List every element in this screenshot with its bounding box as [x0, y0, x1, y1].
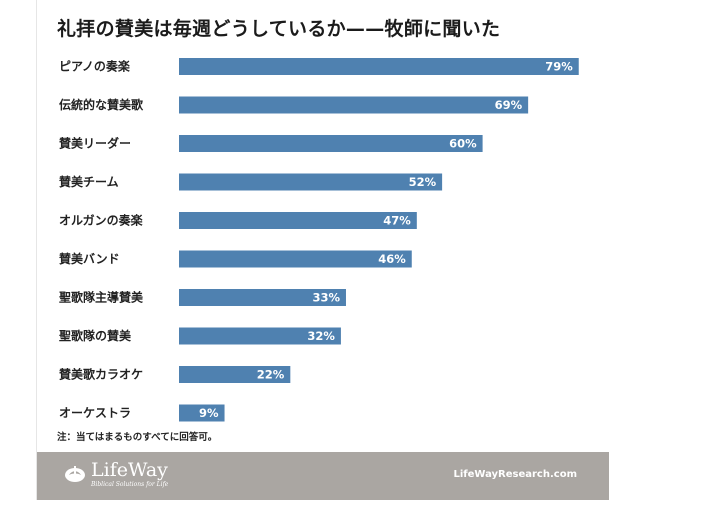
bar [179, 289, 346, 306]
value-label: 69% [495, 98, 523, 112]
bar [179, 327, 341, 345]
chart-title: 礼拝の賛美は毎週どうしているか——牧師に聞いた [57, 18, 501, 40]
bar [179, 96, 529, 114]
category-label: 賛美バンド [59, 251, 120, 266]
chart-note: 注：当てはまるものすべてに回答可。 [57, 432, 218, 443]
value-label: 79% [545, 60, 573, 74]
category-label: 伝統的な賛美歌 [59, 97, 144, 112]
value-label: 9% [199, 406, 219, 420]
value-label: 46% [378, 252, 406, 266]
category-label: ピアノの奏楽 [59, 59, 131, 74]
logo-name: LifeWay [91, 459, 168, 481]
bar [179, 135, 483, 152]
site-url[interactable]: LifeWayResearch.com [453, 469, 577, 480]
category-label: オーケストラ [59, 406, 131, 420]
bar [179, 366, 291, 383]
value-label: 32% [307, 329, 335, 343]
category-label: 聖歌隊の賛美 [59, 328, 132, 343]
value-label: 33% [312, 291, 340, 305]
category-label: オルガンの奏楽 [59, 213, 144, 228]
value-label: 22% [257, 368, 285, 382]
chart-card: 礼拝の賛美は毎週どうしているか——牧師に聞いた ピアノの奏楽 79% 伝統的な賛美歌… [36, 0, 609, 500]
category-label: 賛美リーダー [59, 136, 131, 151]
bar [179, 404, 225, 422]
category-label: 聖歌隊主導賛美 [59, 290, 144, 305]
category-label: 賛美歌カラオケ [59, 367, 143, 382]
logo-tagline: Biblical Solutions for Life [91, 481, 169, 488]
bar [179, 212, 417, 229]
bar [179, 250, 412, 268]
lifeway-logo-icon [65, 466, 85, 482]
bar [179, 58, 579, 75]
bar-chart: ピアノの奏楽 79% 伝統的な賛美歌 69% 賛美リーダー 60% 賛美チーム 52% オルガン… [59, 58, 579, 422]
category-label: 賛美チーム [59, 174, 119, 189]
lifeway-logo: LifeWay Biblical Solutions for Life [63, 460, 168, 490]
value-label: 60% [449, 137, 477, 151]
footer-bar: LifeWay Biblical Solutions for Life Life… [37, 452, 609, 500]
bar [179, 173, 443, 191]
value-label: 47% [383, 214, 411, 228]
value-label: 52% [409, 175, 437, 189]
